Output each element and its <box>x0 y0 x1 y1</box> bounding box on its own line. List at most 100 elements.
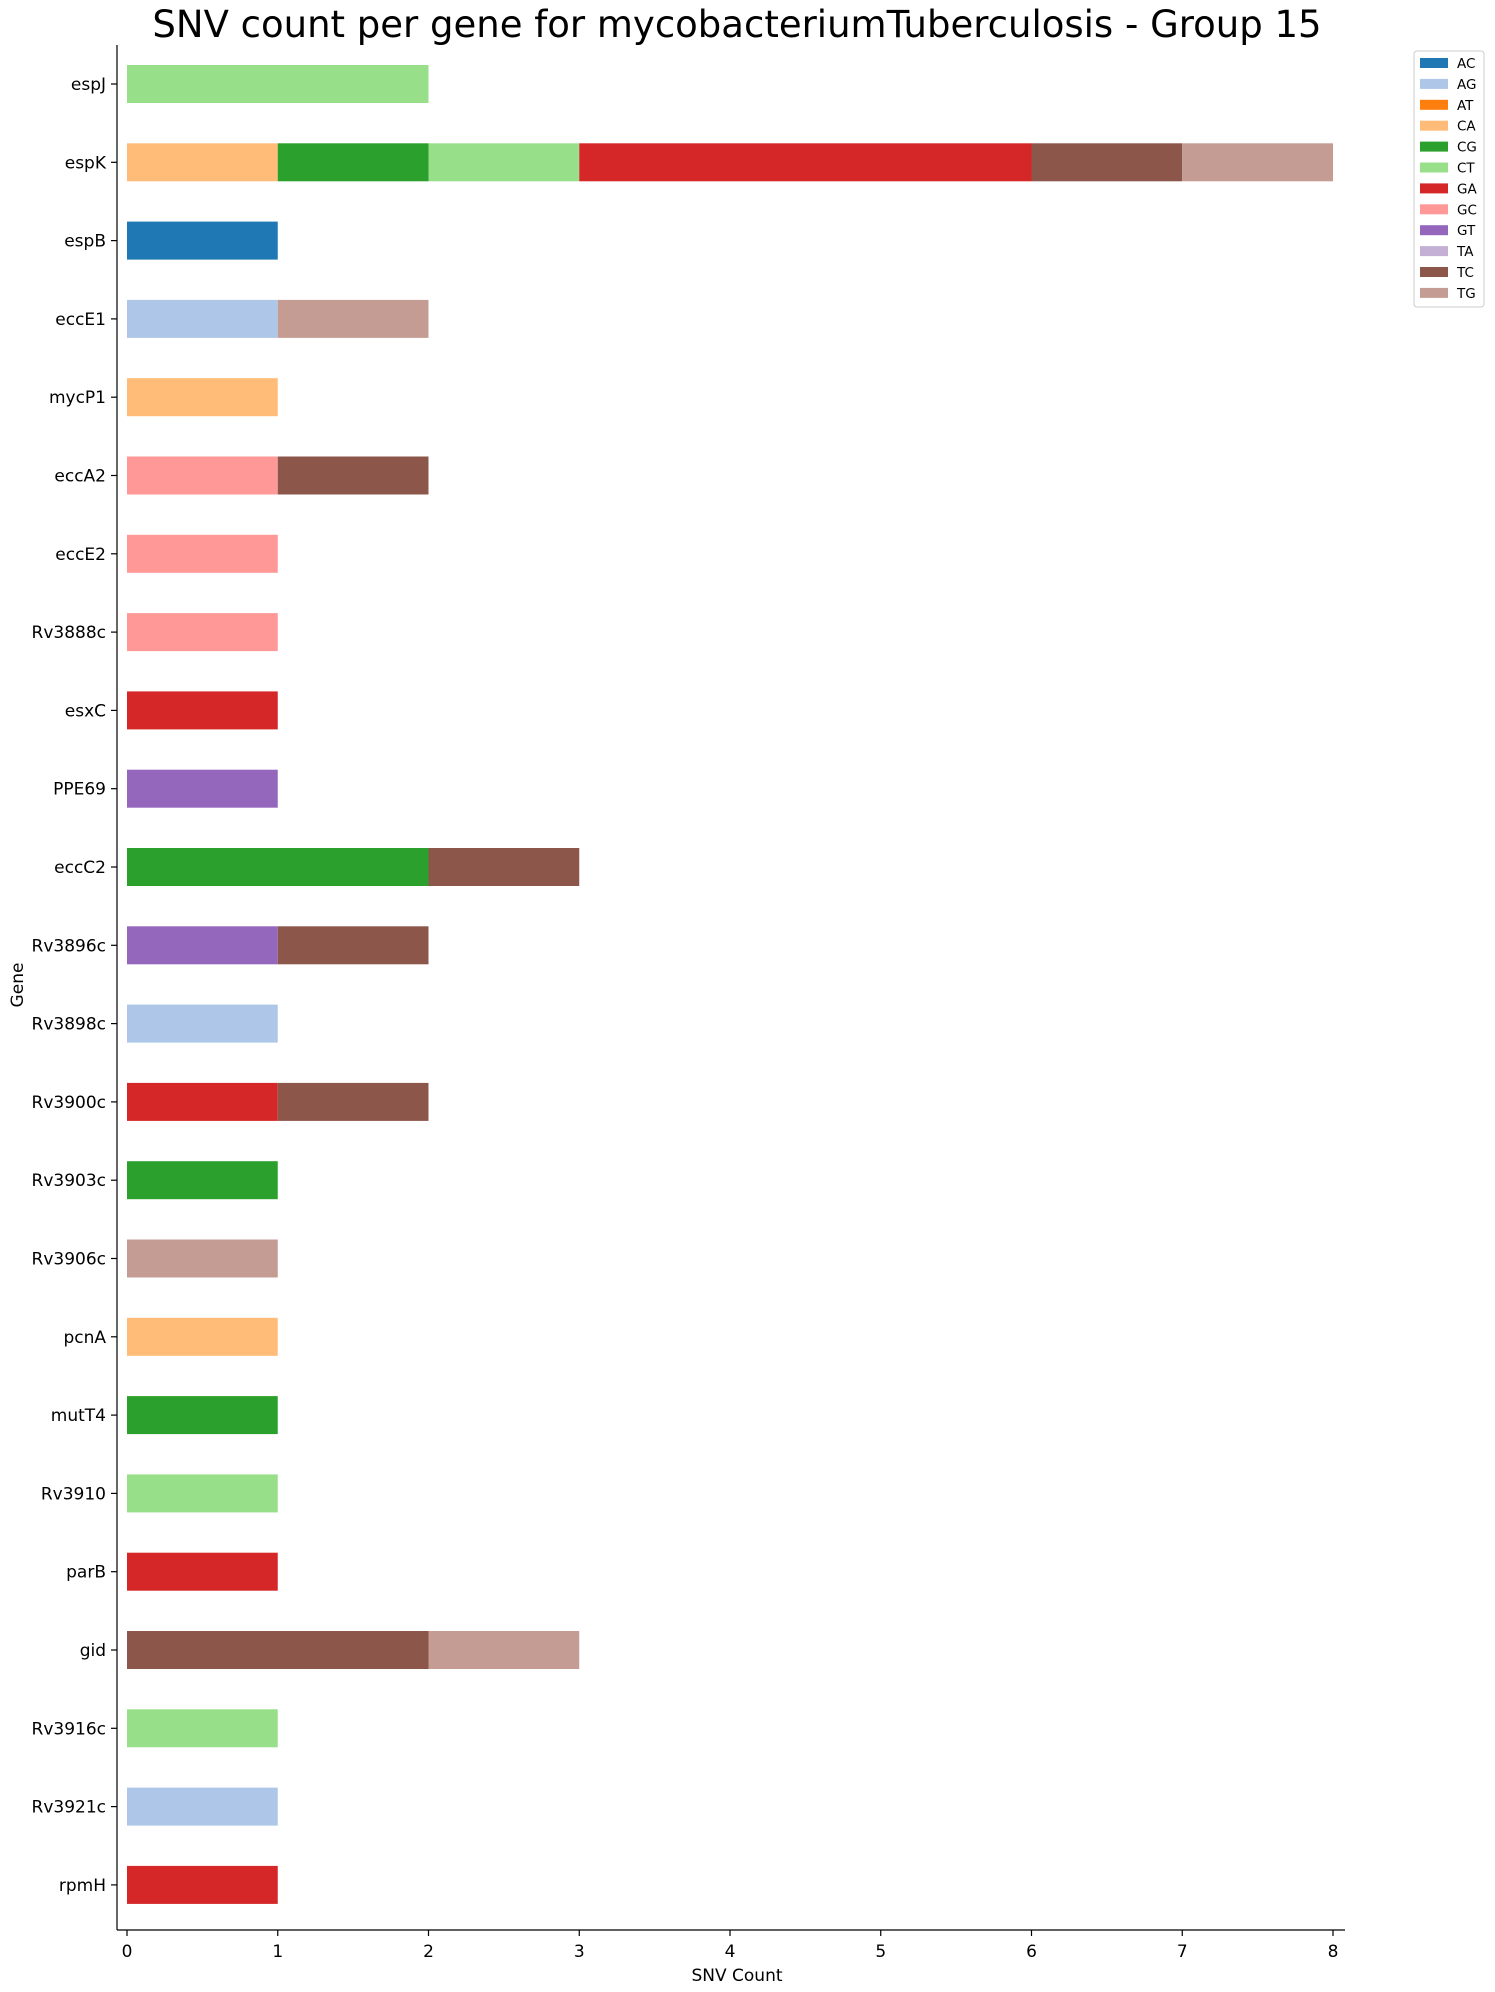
legend-frame <box>1413 50 1485 308</box>
bar-espB-AC <box>127 221 278 260</box>
bars-layer <box>127 65 1333 1904</box>
bar-pcnA-CA <box>127 1317 278 1356</box>
y-tick-label: Rv3896c <box>32 936 106 956</box>
x-tick-label: 6 <box>1026 1942 1037 1962</box>
x-tick-label: 8 <box>1328 1942 1339 1962</box>
bar-Rv3903c-CG <box>127 1161 278 1200</box>
legend-swatch-CG <box>1420 141 1448 152</box>
legend-label-TG: TG <box>1456 286 1476 302</box>
y-tick-label: eccE2 <box>55 545 106 565</box>
y-tick-label: Rv3906c <box>32 1250 106 1270</box>
bar-eccA2-TC <box>277 456 429 495</box>
y-axis-label: Gene <box>8 963 28 1008</box>
bar-espK-TC <box>1031 143 1183 182</box>
x-tick-labels: 0 1 2 3 4 5 6 7 8 <box>122 1930 1339 1962</box>
bar-espK-CG <box>277 143 429 182</box>
legend-label-GT: GT <box>1457 223 1476 239</box>
y-tick-label: esxC <box>65 701 106 721</box>
x-tick-label: 7 <box>1177 1942 1188 1962</box>
bar-eccE1-TG <box>277 299 429 338</box>
y-tick-label: espJ <box>71 75 106 95</box>
x-tick-label: 2 <box>423 1942 434 1962</box>
legend: AC AG AT CA CG CT GA GC GT TA TC TG <box>1413 50 1485 308</box>
bar-Rv3896c-GT <box>127 926 278 965</box>
y-tick-label: Rv3910 <box>41 1484 106 1504</box>
y-tick-label: Rv3916c <box>32 1719 106 1739</box>
bar-Rv3900c-TC <box>277 1082 429 1121</box>
bar-espJ-CT <box>127 65 429 103</box>
legend-swatch-TA <box>1420 246 1448 257</box>
y-tick-label: Rv3903c <box>32 1171 106 1191</box>
y-tick-label: gid <box>80 1641 106 1661</box>
bar-Rv3896c-TC <box>277 926 429 965</box>
y-tick-label: Rv3900c <box>32 1093 106 1113</box>
legend-label-GC: GC <box>1457 202 1477 218</box>
legend-label-TA: TA <box>1456 244 1474 260</box>
legend-swatch-AG <box>1420 78 1448 89</box>
bar-eccE2-GC <box>127 534 278 573</box>
y-tick-label: parB <box>66 1563 106 1583</box>
y-tick-labels: espJ espK espB eccE1 mycP1 eccA2 eccE2 Rv3888c e… <box>32 75 117 1896</box>
x-tick-label: 3 <box>574 1942 585 1962</box>
bar-Rv3888c-GC <box>127 613 278 652</box>
bar-esxC-GA <box>127 691 278 730</box>
bar-Rv3921c-AG <box>127 1787 278 1826</box>
bar-gid-TC <box>127 1631 429 1669</box>
x-tick-label: 4 <box>725 1942 736 1962</box>
legend-swatch-GA <box>1420 183 1448 194</box>
legend-swatch-CT <box>1420 162 1448 173</box>
legend-label-GA: GA <box>1457 181 1477 197</box>
y-tick-label: pcnA <box>63 1328 106 1348</box>
bar-mycP1-CA <box>127 378 278 417</box>
bar-eccA2-GC <box>127 456 278 495</box>
bar-Rv3898c-AG <box>127 1004 278 1043</box>
legend-label-AT: AT <box>1457 98 1474 114</box>
y-tick-label: rpmH <box>59 1876 106 1896</box>
legend-swatch-AC <box>1420 58 1448 68</box>
legend-swatch-GT <box>1420 225 1448 236</box>
bar-eccE1-AG <box>127 299 278 338</box>
y-tick-label: Rv3888c <box>32 623 106 643</box>
x-tick-label: 1 <box>272 1942 283 1962</box>
x-tick-label: 5 <box>875 1942 886 1962</box>
legend-swatch-TC <box>1420 267 1448 277</box>
bar-mutT4-CG <box>127 1396 278 1435</box>
y-tick-label: mutT4 <box>51 1406 106 1426</box>
bar-espK-TG <box>1182 143 1333 182</box>
y-tick-label: eccA2 <box>54 467 106 487</box>
bar-Rv3910-CT <box>127 1474 278 1513</box>
bar-parB-GA <box>127 1552 278 1591</box>
legend-swatch-TG <box>1420 287 1448 298</box>
legend-label-CT: CT <box>1457 161 1475 177</box>
bar-espK-CT <box>428 143 580 182</box>
bar-gid-TG <box>428 1631 580 1669</box>
y-tick-label: Rv3921c <box>32 1798 106 1818</box>
legend-swatch-CA <box>1420 120 1448 131</box>
y-tick-label: espB <box>64 232 106 252</box>
bar-Rv3916c-CT <box>127 1709 278 1748</box>
legend-label-AG: AG <box>1457 77 1476 93</box>
bar-Rv3906c-TG <box>127 1239 278 1278</box>
legend-swatch-GC <box>1420 204 1448 215</box>
y-tick-label: Rv3898c <box>32 1015 106 1035</box>
legend-swatch-AT <box>1420 99 1448 110</box>
legend-label-CG: CG <box>1457 140 1477 156</box>
legend-label-AC: AC <box>1457 56 1475 72</box>
y-tick-label: mycP1 <box>49 388 106 408</box>
bar-espK-GA <box>579 143 1032 182</box>
legend-label-TC: TC <box>1456 265 1474 281</box>
bar-Rv3900c-GA <box>127 1082 278 1121</box>
bar-rpmH-GA <box>127 1865 278 1904</box>
bar-eccC2-TC <box>428 848 580 886</box>
bar-eccC2-CG <box>127 848 429 886</box>
bar-espK-CA <box>127 143 278 182</box>
y-tick-label: espK <box>65 153 107 173</box>
x-axis-label: SNV Count <box>691 1966 782 1986</box>
y-tick-label: eccC2 <box>54 858 106 878</box>
y-tick-label: PPE69 <box>53 780 106 800</box>
y-tick-label: eccE1 <box>55 310 106 330</box>
legend-label-CA: CA <box>1457 119 1476 135</box>
bar-PPE69-GT <box>127 769 278 808</box>
chart-title: SNV count per gene for mycobacteriumTube… <box>152 3 1321 46</box>
